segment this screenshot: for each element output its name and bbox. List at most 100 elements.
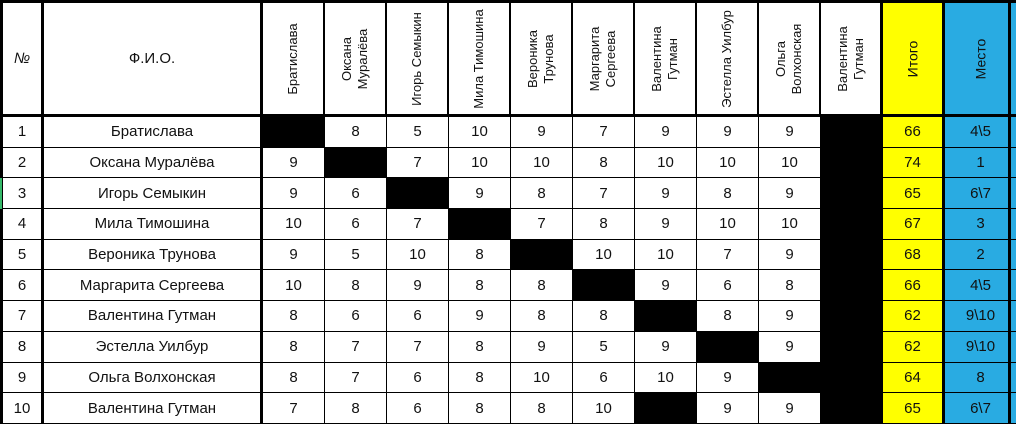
score-cell[interactable]: 6	[325, 178, 387, 210]
row-number-cell[interactable]: 10	[3, 393, 44, 424]
score-cell[interactable]: 9	[635, 331, 697, 363]
player-name-cell[interactable]: Эстелла Уилбур	[44, 331, 263, 363]
score-cell[interactable]: 9	[511, 331, 573, 363]
score-cell[interactable]: 10	[635, 239, 697, 271]
player-name-cell[interactable]: Мила Тимошина	[44, 209, 263, 240]
score-cell[interactable]	[759, 362, 821, 394]
score-cell[interactable]: 10	[635, 147, 697, 179]
total-cell[interactable]: 62	[883, 301, 945, 332]
header-cell-player-4[interactable]: Мила Тимошина	[449, 3, 511, 117]
row-number-cell[interactable]: 9	[3, 362, 44, 394]
score-cell[interactable]: 8	[449, 239, 511, 271]
score-cell[interactable]: 6	[387, 393, 449, 424]
score-cell[interactable]	[821, 178, 883, 210]
place-cell[interactable]: 9\10	[945, 301, 1016, 332]
row-number-cell[interactable]: 8	[3, 331, 44, 363]
score-cell[interactable]: 8	[449, 393, 511, 424]
score-cell[interactable]: 8	[759, 270, 821, 302]
score-cell[interactable]	[821, 362, 883, 394]
header-cell-player-7[interactable]: Валентина Гутман	[635, 3, 697, 117]
total-cell[interactable]: 65	[883, 178, 945, 210]
header-cell-player-5[interactable]: Вероника Трунова	[511, 3, 573, 117]
score-cell[interactable]: 8	[697, 301, 759, 332]
score-cell[interactable]: 9	[449, 301, 511, 332]
score-cell[interactable]	[821, 331, 883, 363]
score-cell[interactable]: 6	[387, 362, 449, 394]
header-cell-player-9[interactable]: Ольга Волхонская	[759, 3, 821, 117]
score-cell[interactable]: 10	[759, 209, 821, 240]
score-cell[interactable]: 7	[387, 331, 449, 363]
score-cell[interactable]: 10	[697, 147, 759, 179]
score-cell[interactable]: 5	[325, 239, 387, 271]
score-cell[interactable]: 7	[573, 117, 635, 148]
score-cell[interactable]	[821, 209, 883, 240]
player-name-cell[interactable]: Валентина Гутман	[44, 301, 263, 332]
score-cell[interactable]: 8	[573, 147, 635, 179]
score-cell[interactable]	[635, 393, 697, 424]
score-cell[interactable]: 8	[511, 178, 573, 210]
header-cell-player-6[interactable]: Маргарита Сергеева	[573, 3, 635, 117]
score-cell[interactable]: 6	[325, 301, 387, 332]
score-cell[interactable]: 9	[759, 178, 821, 210]
score-cell[interactable]: 6	[573, 362, 635, 394]
score-cell[interactable]: 10	[263, 270, 325, 302]
score-cell[interactable]: 10	[449, 117, 511, 148]
score-cell[interactable]: 9	[697, 393, 759, 424]
header-cell-player-1[interactable]: Братислава	[263, 3, 325, 117]
total-cell[interactable]: 66	[883, 270, 945, 302]
score-cell[interactable]	[449, 209, 511, 240]
header-cell-total[interactable]: Итого	[883, 3, 945, 117]
player-name-cell[interactable]: Валентина Гутман	[44, 393, 263, 424]
header-cell-player-10[interactable]: Валентина Гутман	[821, 3, 883, 117]
score-cell[interactable]: 6	[325, 209, 387, 240]
total-cell[interactable]: 64	[883, 362, 945, 394]
score-cell[interactable]: 8	[697, 178, 759, 210]
row-number-cell[interactable]: 2	[3, 147, 44, 179]
score-cell[interactable]: 8	[511, 301, 573, 332]
row-number-cell[interactable]: 1	[3, 117, 44, 148]
score-cell[interactable]: 10	[759, 147, 821, 179]
score-cell[interactable]: 10	[697, 209, 759, 240]
total-cell[interactable]: 68	[883, 239, 945, 271]
score-cell[interactable]: 9	[759, 239, 821, 271]
score-cell[interactable]: 8	[263, 362, 325, 394]
row-number-cell[interactable]: 4	[3, 209, 44, 240]
score-cell[interactable]: 10	[449, 147, 511, 179]
score-cell[interactable]: 10	[573, 239, 635, 271]
score-cell[interactable]: 8	[511, 393, 573, 424]
score-cell[interactable]: 6	[387, 301, 449, 332]
score-cell[interactable]: 8	[449, 362, 511, 394]
score-cell[interactable]: 9	[263, 178, 325, 210]
header-cell-place[interactable]: Место	[945, 3, 1016, 117]
score-cell[interactable]	[821, 301, 883, 332]
score-cell[interactable]: 9	[263, 147, 325, 179]
player-name-cell[interactable]: Вероника Трунова	[44, 239, 263, 271]
score-cell[interactable]: 5	[387, 117, 449, 148]
score-cell[interactable]: 7	[511, 209, 573, 240]
score-cell[interactable]: 9	[449, 178, 511, 210]
score-cell[interactable]	[821, 270, 883, 302]
player-name-cell[interactable]: Ольга Волхонская	[44, 362, 263, 394]
score-cell[interactable]	[821, 117, 883, 148]
score-cell[interactable]: 9	[263, 239, 325, 271]
score-cell[interactable]: 10	[511, 362, 573, 394]
score-cell[interactable]: 7	[263, 393, 325, 424]
score-cell[interactable]	[821, 147, 883, 179]
score-cell[interactable]: 9	[635, 209, 697, 240]
row-number-cell[interactable]: 6	[3, 270, 44, 302]
place-cell[interactable]: 4\5	[945, 117, 1016, 148]
score-cell[interactable]: 10	[635, 362, 697, 394]
score-cell[interactable]: 8	[325, 270, 387, 302]
header-cell-number[interactable]: №	[3, 3, 44, 117]
row-number-cell[interactable]: 5	[3, 239, 44, 271]
score-cell[interactable]	[697, 331, 759, 363]
score-cell[interactable]: 7	[697, 239, 759, 271]
score-cell[interactable]	[387, 178, 449, 210]
place-cell[interactable]: 3	[945, 209, 1016, 240]
score-cell[interactable]: 9	[635, 117, 697, 148]
score-cell[interactable]: 10	[573, 393, 635, 424]
score-cell[interactable]: 5	[573, 331, 635, 363]
header-cell-player-3[interactable]: Игорь Семыкин	[387, 3, 449, 117]
score-cell[interactable]	[263, 117, 325, 148]
total-cell[interactable]: 67	[883, 209, 945, 240]
